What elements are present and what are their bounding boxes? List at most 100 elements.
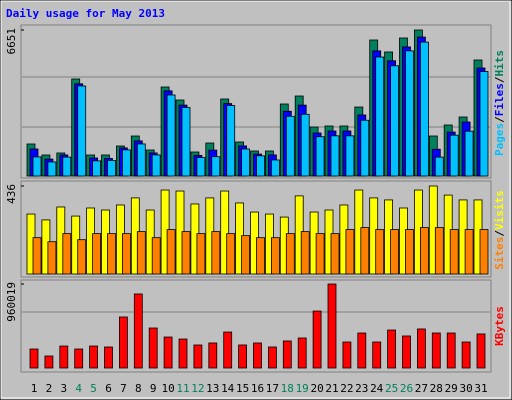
bar [300, 113, 310, 177]
x-tick-label: 1 [31, 382, 38, 395]
bar [390, 229, 400, 275]
x-tick-label: 17 [266, 382, 279, 395]
bar [416, 328, 426, 369]
bar [107, 233, 116, 275]
bar [357, 332, 367, 369]
bar [193, 344, 203, 369]
bar [327, 283, 337, 369]
legend-separator: / [493, 116, 506, 123]
x-tick-label: 7 [120, 382, 127, 395]
bar [387, 329, 397, 369]
bar [330, 135, 340, 177]
bar [256, 237, 265, 275]
bar [419, 227, 429, 275]
x-tick-label: 11 [176, 382, 189, 395]
bar [464, 229, 474, 275]
legend-entry: Files [493, 83, 506, 116]
bar [226, 105, 236, 177]
x-tick-label: 28 [430, 382, 443, 395]
x-tick-label: 21 [325, 382, 338, 395]
bar [342, 341, 352, 369]
bar [360, 119, 370, 177]
bar [375, 229, 385, 275]
x-tick-label: 3 [60, 382, 67, 395]
y-tick-label: 436 [5, 184, 18, 204]
bar [122, 149, 131, 177]
bar [270, 237, 280, 275]
bar [133, 293, 143, 369]
bar [136, 143, 146, 177]
bar [476, 333, 486, 369]
legend: KBytes [493, 306, 506, 346]
x-tick-label: 31 [474, 382, 487, 395]
x-tick-label: 15 [236, 382, 249, 395]
x-tick-label: 4 [75, 382, 82, 395]
bar [148, 327, 158, 369]
bar [62, 156, 72, 177]
bar [196, 157, 206, 177]
x-tick-label: 24 [370, 382, 384, 395]
x-tick-label: 18 [281, 382, 294, 395]
x-tick-label: 13 [206, 382, 219, 395]
bar [312, 310, 322, 369]
bar [119, 316, 128, 369]
bar [136, 231, 146, 275]
x-tick-label: 6 [105, 382, 112, 395]
bar [92, 160, 101, 177]
bar [405, 229, 414, 275]
x-tick-label: 27 [415, 382, 428, 395]
bar [226, 233, 236, 275]
x-tick-label: 14 [221, 382, 235, 395]
bar [270, 159, 280, 177]
bar [32, 156, 42, 177]
bar [77, 239, 87, 275]
bar [434, 156, 444, 177]
bar [345, 229, 355, 275]
bar [211, 231, 221, 275]
bar [405, 50, 414, 177]
bar [163, 336, 173, 369]
bar [151, 154, 161, 177]
bar [282, 340, 292, 369]
bar [92, 233, 101, 275]
bar [390, 65, 400, 177]
bar [241, 235, 251, 275]
bar [300, 231, 310, 275]
bar [47, 241, 57, 275]
x-tick-label: 12 [191, 382, 204, 395]
bar [315, 136, 325, 177]
bar [431, 332, 441, 369]
x-tick-label: 29 [445, 382, 458, 395]
bar [241, 148, 251, 177]
x-tick-label: 26 [400, 382, 413, 395]
x-tick-label: 2 [46, 382, 53, 395]
bar [107, 160, 116, 177]
bar [220, 190, 230, 275]
legend-entry: Sites [493, 237, 506, 270]
bar [77, 85, 87, 177]
bar [32, 237, 42, 275]
bar [419, 41, 429, 177]
bar [181, 107, 191, 177]
x-tick-label: 10 [161, 382, 174, 395]
bar [47, 161, 57, 177]
bar [196, 233, 206, 275]
bar [166, 229, 176, 275]
bar [59, 345, 69, 369]
bar [372, 341, 382, 369]
legend: Pages/Files/Hits [493, 50, 506, 156]
bar [330, 233, 340, 275]
x-tick-label: 20 [310, 382, 323, 395]
bar [402, 335, 411, 369]
legend-entry: KBytes [493, 306, 506, 346]
bar [223, 331, 233, 369]
bar [104, 346, 113, 369]
bar [461, 341, 471, 369]
bar [297, 337, 307, 369]
x-tick-label: 5 [90, 382, 97, 395]
x-tick-label: 22 [340, 382, 353, 395]
bar [253, 342, 262, 369]
bar [238, 344, 248, 369]
bar [178, 338, 188, 369]
